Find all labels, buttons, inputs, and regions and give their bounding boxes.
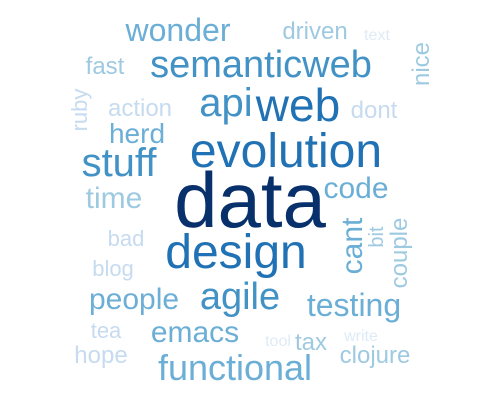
word-couple: couple	[386, 217, 413, 289]
word-tea: tea	[90, 318, 122, 343]
word-api: api	[199, 81, 253, 125]
word-ruby: ruby	[67, 88, 92, 132]
word-time: time	[85, 182, 143, 215]
word-agile: agile	[199, 276, 281, 318]
word-cant: cant	[336, 217, 369, 275]
word-code: code	[323, 172, 389, 205]
word-text: text	[364, 27, 390, 44]
word-tool: tool	[265, 333, 291, 350]
word-bit: bit	[366, 226, 388, 248]
word-data: data	[174, 156, 326, 244]
word-blog: blog	[92, 256, 134, 281]
word-hope: hope	[74, 342, 128, 369]
word-clojure: clojure	[339, 342, 411, 369]
word-action: action	[107, 95, 173, 122]
word-driven: driven	[282, 18, 348, 45]
word-people: people	[88, 283, 180, 316]
word-wonder: wonder	[125, 12, 231, 48]
word-dont: dont	[350, 97, 398, 124]
word-web: web	[255, 79, 341, 131]
word-design: design	[165, 226, 307, 279]
word-herd: herd	[108, 118, 166, 149]
word-nice: nice	[408, 41, 435, 87]
word-tax: tax	[294, 329, 328, 356]
word-functional: functional	[157, 347, 313, 388]
word-testing: testing	[306, 287, 402, 323]
word-write: write	[344, 328, 378, 345]
word-semanticweb: semanticweb	[150, 44, 372, 86]
word-evolution: evolution	[189, 125, 383, 178]
word-bad: bad	[107, 226, 145, 251]
word-emacs: emacs	[150, 316, 240, 349]
word-fast: fast	[85, 53, 125, 80]
word-stuff: stuff	[81, 141, 157, 185]
